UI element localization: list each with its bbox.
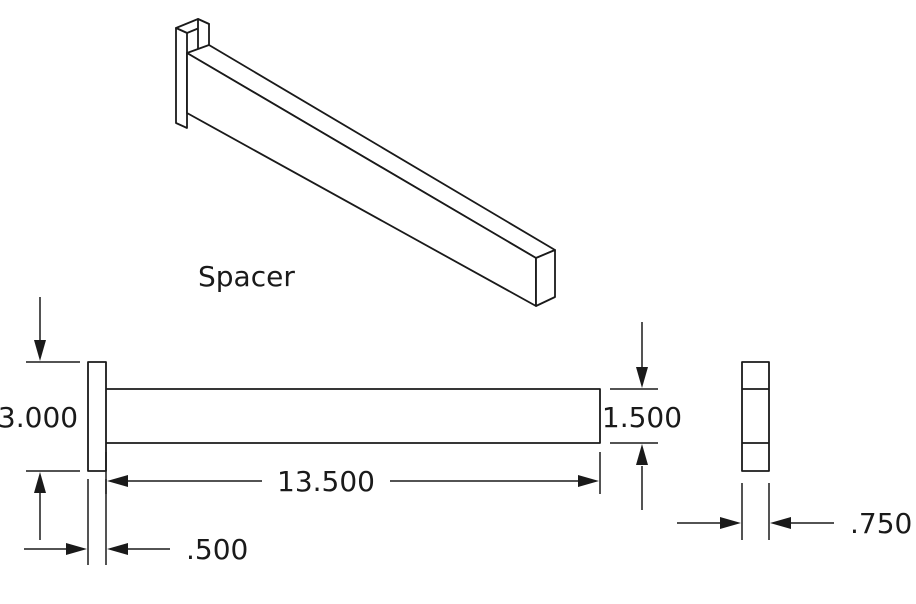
iso-bar-end xyxy=(535,249,556,307)
part-name-label: Spacer xyxy=(198,260,295,293)
dim-bar-width: .750 xyxy=(677,483,912,540)
arrowhead xyxy=(107,543,128,555)
arrowhead xyxy=(720,517,741,529)
arrowhead xyxy=(636,444,648,465)
front-view xyxy=(87,361,601,472)
bar-width-value: .750 xyxy=(850,507,912,540)
iso-flange-front xyxy=(175,27,188,129)
flange-height-value: 3.000 xyxy=(0,401,78,434)
flange-thickness-value: .500 xyxy=(186,533,248,566)
dim-bar-height: 1.500 xyxy=(602,322,682,510)
isometric-view xyxy=(175,18,556,307)
arrowhead xyxy=(636,367,648,388)
front-bar-outline xyxy=(106,388,601,444)
bar-length-value: 13.500 xyxy=(277,465,375,498)
front-flange-outline xyxy=(87,361,107,472)
dim-flange-height: 3.000 xyxy=(0,297,80,540)
side-flange-outline xyxy=(741,361,770,472)
bar-height-value: 1.500 xyxy=(602,401,682,434)
arrowhead xyxy=(34,472,46,493)
arrowhead xyxy=(66,543,87,555)
arrowhead xyxy=(34,340,46,361)
dim-flange-thickness: .500 xyxy=(24,479,248,566)
iso-bar-top xyxy=(186,44,556,259)
arrowhead xyxy=(770,517,791,529)
dim-bar-length: 13.500 xyxy=(105,452,601,498)
side-view xyxy=(741,361,770,472)
arrowhead xyxy=(107,475,128,487)
arrowhead xyxy=(578,475,599,487)
